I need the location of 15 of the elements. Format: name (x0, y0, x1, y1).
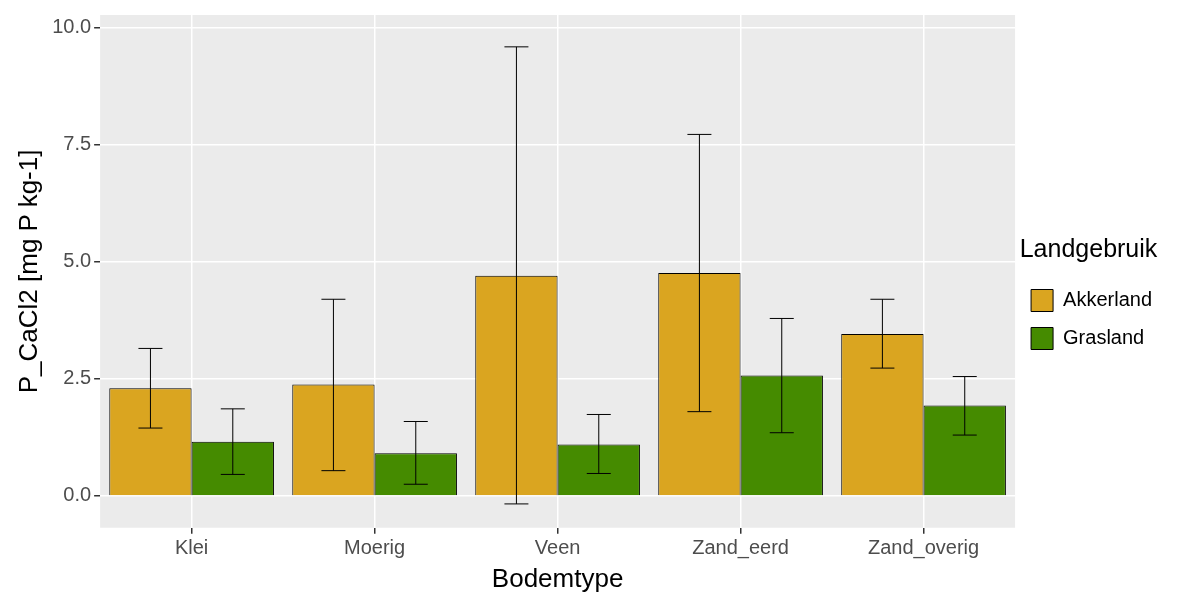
y-tick-label: 5.0 (63, 249, 92, 272)
y-tick-label: 7.5 (63, 132, 92, 155)
x-tick-label: Veen (534, 536, 581, 559)
y-axis-title: P_CaCl2 [mg P kg-1] (12, 149, 43, 394)
y-tick-label: 10.0 (52, 15, 92, 38)
legend-label: Grasland (1063, 326, 1145, 349)
x-tick-label: Moerig (344, 536, 406, 559)
y-tick-label: 0.0 (63, 483, 92, 506)
y-tick-label: 2.5 (63, 366, 92, 389)
legend-label: Akkerland (1063, 288, 1152, 311)
x-axis-title: Bodemtype (491, 562, 624, 593)
legend-title: Landgebruik (1019, 233, 1158, 262)
x-tick-label: Zand_overig (867, 536, 980, 560)
x-tick-label: Zand_eerd (692, 536, 789, 560)
x-tick-label: Klei (174, 536, 209, 559)
